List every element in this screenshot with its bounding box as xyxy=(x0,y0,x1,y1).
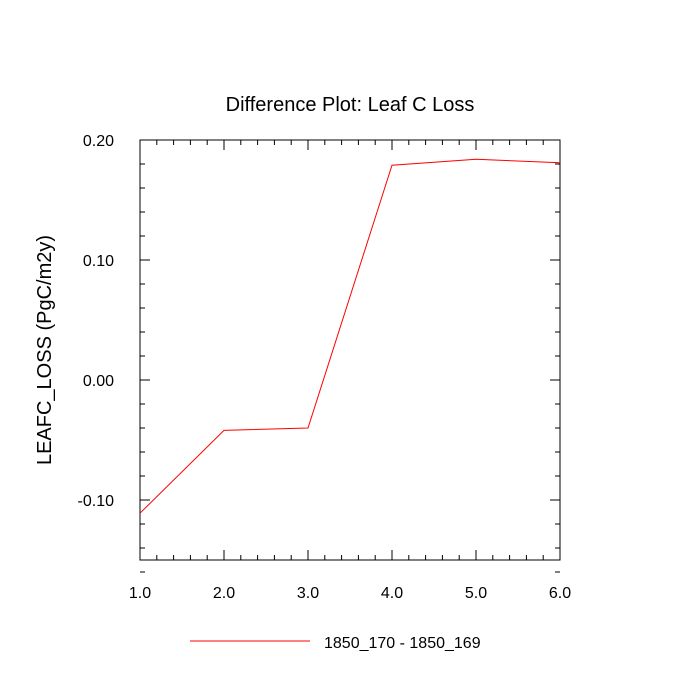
plot-frame xyxy=(139,139,561,561)
y-axis-label: LEAFC_LOSS (PgC/m2y) xyxy=(34,235,56,465)
chart-title: Difference Plot: Leaf C Loss xyxy=(226,94,475,116)
y-tick-label: 0.10 xyxy=(83,253,114,270)
x-tick-label: 4.0 xyxy=(381,585,403,602)
x-tick-label: 5.0 xyxy=(465,585,487,602)
x-tick-labels: 1.0 2.0 3.0 4.0 5.0 6.0 xyxy=(129,585,571,602)
series-lines xyxy=(139,158,561,514)
y-tick-labels: 0.20 0.10 0.00 -0.10 xyxy=(78,133,115,510)
y-tick-label: 0.00 xyxy=(83,373,114,390)
axis-ticks xyxy=(139,139,561,573)
x-tick-label: 1.0 xyxy=(129,585,151,602)
x-tick-label: 3.0 xyxy=(297,585,319,602)
legend: 1850_170 - 1850_169 xyxy=(190,635,481,652)
legend-label: 1850_170 - 1850_169 xyxy=(324,635,481,652)
y-tick-label: -0.10 xyxy=(78,493,115,510)
x-tick-label: 2.0 xyxy=(213,585,235,602)
y-tick-label: 0.20 xyxy=(83,133,114,150)
series-line xyxy=(139,158,561,514)
x-tick-label: 6.0 xyxy=(549,585,571,602)
